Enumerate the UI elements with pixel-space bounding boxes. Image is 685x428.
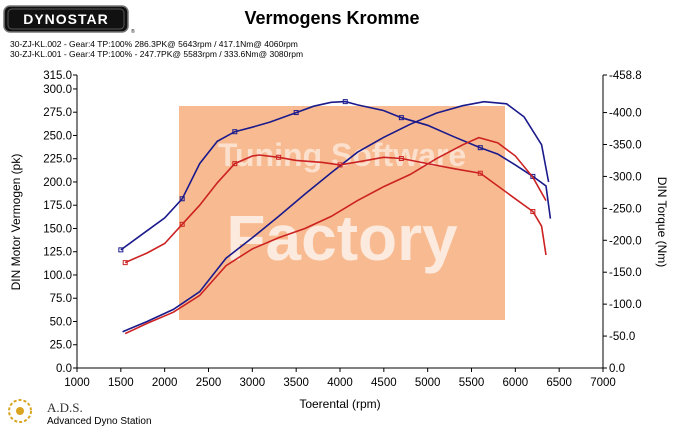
x-tick-label: 5500 (459, 377, 485, 389)
x-tick-label: 1500 (108, 377, 134, 389)
y-right-tick-label: -300.0 (609, 171, 642, 183)
x-axis-label: Toerental (rpm) (299, 397, 380, 411)
y-right-tick-label: -350.0 (609, 139, 642, 151)
series-point (118, 247, 124, 253)
y-left-tick-label: 250.0 (43, 130, 72, 142)
chart-title: Vermogens Kromme (244, 8, 419, 28)
ads-logo (8, 399, 32, 423)
y-right-tick-label: -250.0 (609, 203, 642, 215)
x-tick-label: 2500 (196, 377, 222, 389)
y-right-tick-label: -458.8 (609, 70, 642, 82)
series-point (337, 162, 343, 168)
series-point (179, 221, 185, 227)
series-point (179, 196, 185, 202)
y-left-tick-label: 125.0 (43, 247, 72, 259)
series-point (276, 154, 282, 160)
series-point (477, 145, 483, 151)
axes: 1000 1500 2000 2500 3000 3500 4000 4500 5000 5500… (43, 70, 641, 389)
y-left-tick-label: 150.0 (43, 223, 72, 235)
x-tick-label: 5000 (415, 377, 441, 389)
series-point (232, 129, 238, 135)
series-line-2 (124, 136, 547, 335)
series-point (477, 170, 483, 176)
x-tick-label: 1000 (64, 377, 90, 389)
y-right-tick-label: 0.0 (609, 363, 625, 375)
y-right-tick-label: -400.0 (609, 108, 642, 120)
series-line-3 (124, 154, 547, 264)
x-tick-label: 6000 (503, 377, 529, 389)
x-tick-label: 6500 (546, 377, 572, 389)
series-point (293, 110, 299, 116)
series-point (530, 209, 536, 215)
x-tick-label: 2000 (152, 377, 178, 389)
y-left-tick-label: 175.0 (43, 200, 72, 212)
logo-text: DYNOSTAR (23, 11, 109, 27)
y-left-tick-label: 25.0 (50, 340, 72, 352)
y-left-tick-label: 75.0 (50, 293, 72, 305)
x-tick-label: 4500 (371, 377, 397, 389)
x-tick-label: 3500 (283, 377, 309, 389)
y-left-tick-label: 315.0 (43, 70, 72, 82)
series-point (398, 156, 404, 162)
watermark: Tuning Software Factory (179, 106, 505, 320)
series-point (232, 161, 238, 167)
series-point (398, 115, 404, 121)
dynostar-logo: DYNOSTAR ® (3, 5, 135, 35)
ads-subtitle: Advanced Dyno Station (47, 416, 152, 427)
y-right-tick-label: -50.0 (609, 331, 635, 343)
series-line-1 (120, 100, 552, 251)
series-point (122, 260, 128, 266)
logo-mark: ® (131, 28, 135, 35)
y-right-tick-label: -200.0 (609, 235, 642, 247)
y-right-tick-label: -100.0 (609, 299, 642, 311)
y-left-tick-label: 300.0 (43, 84, 72, 96)
y-left-tick-label: 200.0 (43, 177, 72, 189)
legend-entry-2: 30-ZJ-KL.001 - Gear:4 TP:100% - 247.7PK@… (10, 49, 303, 59)
y-left-tick-label: 100.0 (43, 270, 72, 282)
y-axis-left-label: DIN Motor Vermogen (pk) (9, 154, 23, 291)
y-left-tick-label: 225.0 (43, 154, 72, 166)
watermark-line-2: Factory (226, 202, 458, 274)
ads-title: A.D.S. (47, 400, 83, 415)
y-right-tick-label: -150.0 (609, 267, 642, 279)
series-line-0 (122, 100, 550, 333)
x-tick-label: 4000 (327, 377, 353, 389)
x-tick-label: 3000 (240, 377, 266, 389)
y-left-tick-label: 0.0 (56, 363, 72, 375)
x-tick-label: 7000 (590, 377, 616, 389)
legend-entry-1: 30-ZJ-KL.002 - Gear:4 TP:100% 286.3PK@ 5… (10, 39, 298, 49)
y-left-tick-label: 275.0 (43, 107, 72, 119)
y-axis-right-label: DIN Torque (Nm) (655, 177, 669, 267)
y-left-tick-label: 50.0 (50, 316, 72, 328)
series-point (342, 99, 348, 105)
series-group (118, 99, 552, 335)
